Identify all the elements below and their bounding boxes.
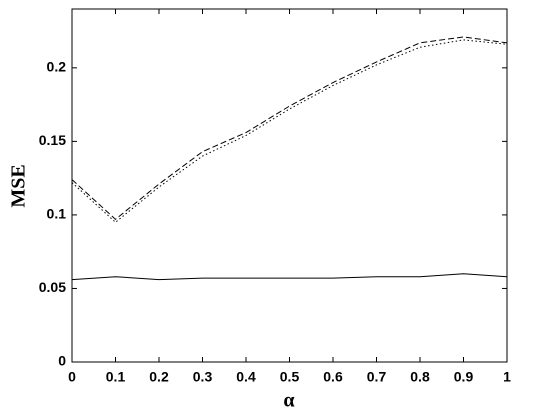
x-tick-label: 0.5 (280, 369, 300, 385)
x-tick-label: 1 (503, 369, 511, 385)
x-tick-label: 0 (68, 369, 76, 385)
x-axis-label: α (283, 390, 294, 412)
y-axis-label: MSE (8, 164, 30, 207)
y-tick-label: 0 (58, 353, 66, 369)
y-tick-label: 0.1 (47, 206, 67, 222)
y-tick-label: 0.15 (39, 132, 66, 148)
x-tick-label: 0.1 (106, 369, 126, 385)
series-line (71, 39, 508, 223)
y-tick-label: 0.2 (47, 59, 67, 75)
x-tick-label: 0.6 (323, 369, 343, 385)
x-tick-label: 0.8 (410, 369, 430, 385)
x-tick-label: 0.4 (236, 369, 256, 385)
x-tick-label: 0.7 (367, 369, 387, 385)
series-line (71, 273, 508, 281)
x-tick-label: 0.3 (193, 369, 213, 385)
y-tick-label: 0.05 (39, 279, 66, 295)
series-line (71, 36, 508, 220)
x-tick-label: 0.2 (149, 369, 169, 385)
x-tick-label: 0.9 (454, 369, 474, 385)
